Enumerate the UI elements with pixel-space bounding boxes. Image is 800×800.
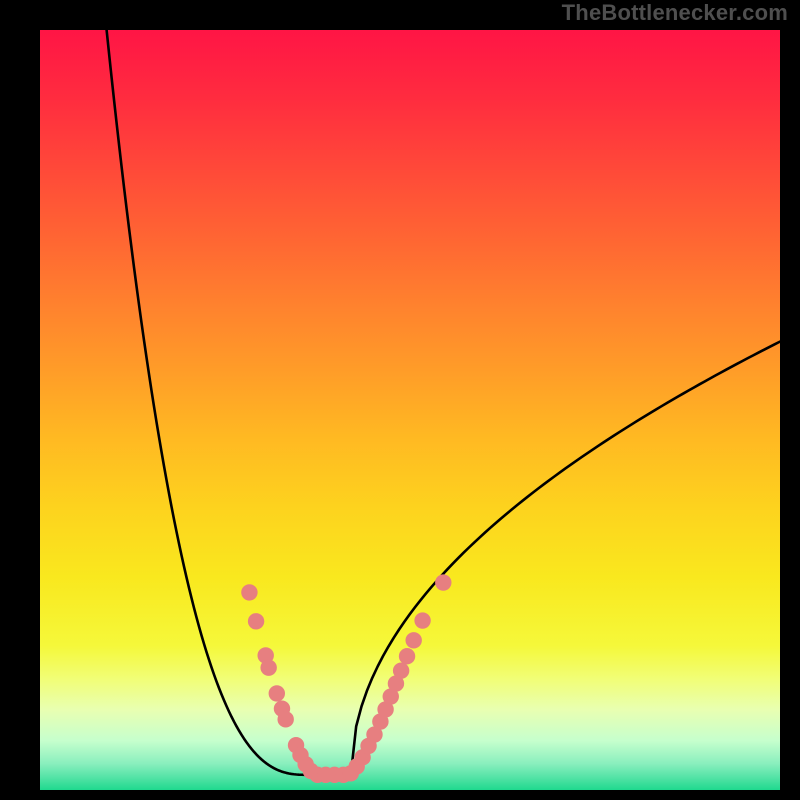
marker-point (241, 584, 257, 600)
marker-point (277, 711, 293, 727)
marker-point (435, 574, 451, 590)
marker-point (248, 613, 264, 629)
marker-point (260, 659, 276, 675)
watermark-text: TheBottlenecker.com (562, 0, 788, 26)
chart-canvas: TheBottlenecker.com (0, 0, 800, 800)
marker-point (399, 648, 415, 664)
marker-point (269, 685, 285, 701)
plot-area (40, 30, 780, 790)
plot-svg (40, 30, 780, 790)
marker-point (406, 632, 422, 648)
plot-background (40, 30, 780, 790)
marker-point (393, 662, 409, 678)
marker-point (414, 612, 430, 628)
